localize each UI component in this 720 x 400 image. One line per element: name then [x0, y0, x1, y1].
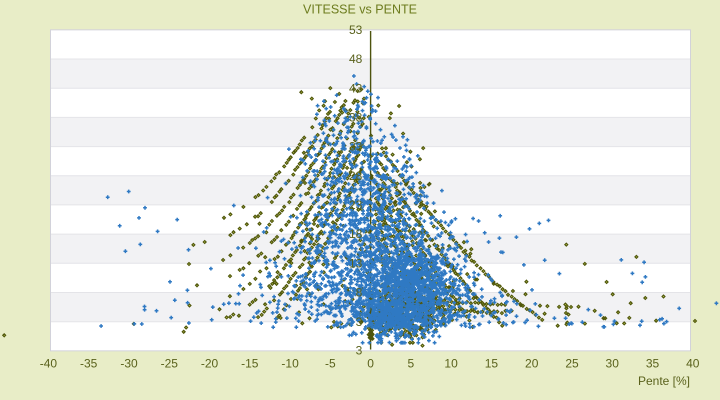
svg-text:-30: -30	[120, 357, 138, 371]
svg-text:35: 35	[646, 357, 660, 371]
svg-text:33: 33	[349, 140, 363, 154]
svg-text:-20: -20	[201, 357, 219, 371]
svg-text:-5: -5	[325, 357, 336, 371]
svg-text:-40: -40	[40, 357, 58, 371]
svg-text:-10: -10	[281, 357, 299, 371]
svg-text:3: 3	[356, 344, 363, 358]
svg-text:53: 53	[349, 23, 363, 37]
svg-text:20: 20	[525, 357, 539, 371]
svg-text:23: 23	[349, 198, 363, 212]
svg-text:3: 3	[356, 315, 363, 329]
svg-text:40: 40	[686, 357, 700, 371]
svg-text:10: 10	[444, 357, 458, 371]
svg-text:0: 0	[367, 357, 374, 371]
svg-text:25: 25	[565, 357, 579, 371]
svg-text:-35: -35	[80, 357, 98, 371]
svg-text:-25: -25	[161, 357, 179, 371]
svg-text:15: 15	[485, 357, 499, 371]
svg-text:13: 13	[349, 256, 363, 270]
svg-text:18: 18	[349, 227, 363, 241]
svg-text:5: 5	[408, 357, 415, 371]
svg-text:-15: -15	[241, 357, 259, 371]
svg-text:30: 30	[606, 357, 620, 371]
svg-text:48: 48	[349, 52, 363, 66]
svg-text:28: 28	[349, 169, 363, 183]
svg-text:8: 8	[356, 286, 363, 300]
svg-text:43: 43	[349, 81, 363, 95]
svg-text:Pente [%]: Pente [%]	[638, 374, 690, 388]
svg-text:38: 38	[349, 111, 363, 125]
svg-text:VITESSE vs PENTE: VITESSE vs PENTE	[303, 3, 417, 17]
